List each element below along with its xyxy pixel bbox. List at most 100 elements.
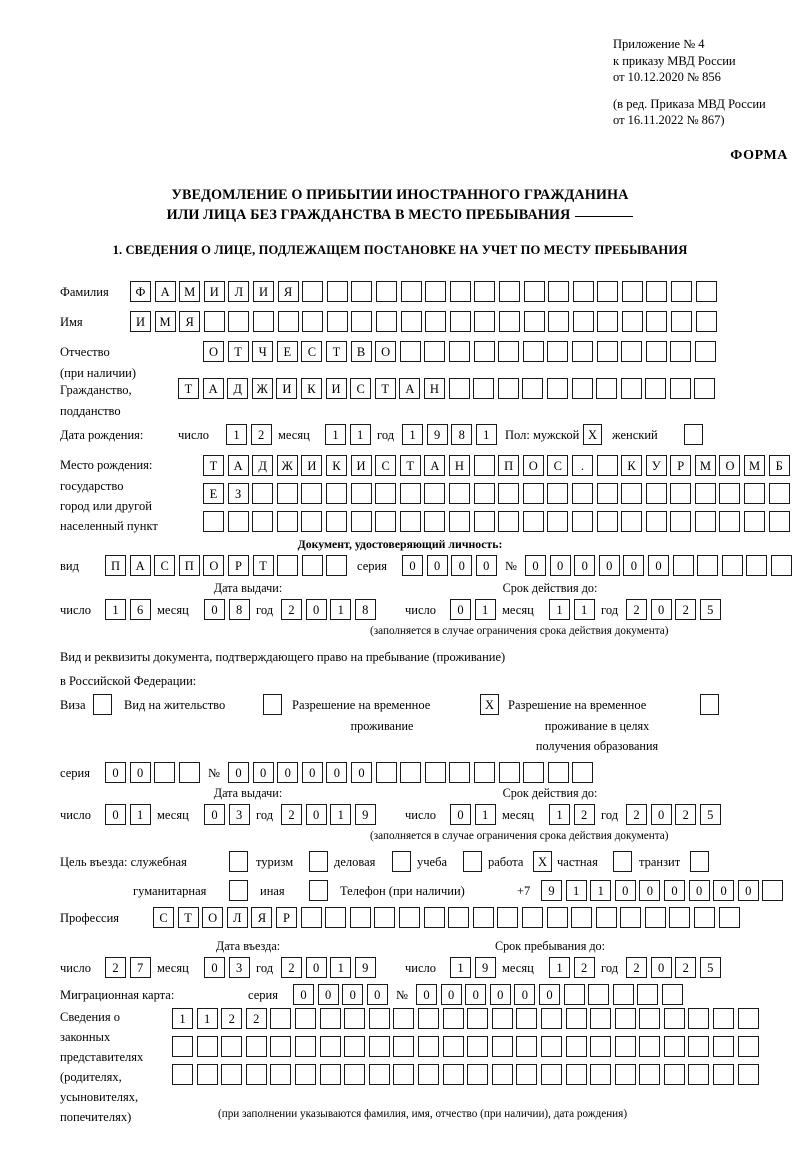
birth-place-1-cell[interactable]: М: [744, 455, 766, 476]
doc-kind-cell[interactable]: Р: [227, 555, 249, 576]
permit-series-cell[interactable]: 0: [105, 762, 126, 783]
legal-rep-3-cell[interactable]: [590, 1064, 612, 1085]
birth-place-3-cell[interactable]: [276, 511, 298, 532]
citizenship-cell[interactable]: [669, 378, 691, 399]
name-cell[interactable]: [548, 311, 570, 332]
citizenship-cell[interactable]: [571, 378, 593, 399]
surname-cell[interactable]: [326, 281, 348, 302]
birth-place-1-cell[interactable]: А: [424, 455, 446, 476]
profession-cell[interactable]: [497, 907, 519, 928]
migration-card-number-cell[interactable]: [637, 984, 659, 1005]
stay-month-cell[interactable]: 1: [549, 957, 570, 978]
legal-rep-1-cell[interactable]: [639, 1008, 661, 1029]
legal-rep-3-cell[interactable]: [737, 1064, 759, 1085]
migration-card-number-cell[interactable]: [612, 984, 634, 1005]
permit-number-cell[interactable]: [547, 762, 569, 783]
birth-place-3-cell[interactable]: [694, 511, 716, 532]
surname-cell[interactable]: [375, 281, 397, 302]
legal-rep-2-cell[interactable]: [467, 1036, 489, 1057]
citizenship-cell[interactable]: [620, 378, 642, 399]
permit-number-cell[interactable]: 0: [326, 762, 348, 783]
birth-place-3-cell[interactable]: [301, 511, 323, 532]
name-cell[interactable]: [400, 311, 422, 332]
birth-place-1-cell[interactable]: У: [645, 455, 667, 476]
patronymic-cell[interactable]: О: [203, 341, 224, 362]
birth-place-2-cell[interactable]: [522, 483, 544, 504]
patronymic-cell[interactable]: Ч: [252, 341, 274, 362]
entry-month-cell[interactable]: 3: [228, 957, 250, 978]
birth-place-1-cell[interactable]: .: [571, 455, 593, 476]
permit-number-cell[interactable]: [523, 762, 545, 783]
migration-card-number-cell[interactable]: 0: [465, 984, 487, 1005]
patronymic-cell[interactable]: [473, 341, 495, 362]
name-cell[interactable]: [228, 311, 250, 332]
birth-month-cell[interactable]: 1: [349, 424, 371, 445]
permit-valid-year-cell[interactable]: 5: [699, 804, 721, 825]
migration-card-number-cell[interactable]: 0: [489, 984, 511, 1005]
surname-cell[interactable]: Я: [277, 281, 299, 302]
doc-valid-day-cell[interactable]: 0: [450, 599, 471, 620]
birth-place-2-cell[interactable]: [744, 483, 766, 504]
patronymic-cell[interactable]: В: [350, 341, 372, 362]
name-cell[interactable]: И: [130, 311, 151, 332]
patronymic-cell[interactable]: [547, 341, 569, 362]
doc-series-cell[interactable]: 0: [451, 555, 473, 576]
legal-rep-3-cell[interactable]: [245, 1064, 267, 1085]
surname-cell[interactable]: Л: [228, 281, 250, 302]
birth-place-2-cell[interactable]: [375, 483, 397, 504]
legal-rep-3-cell[interactable]: [442, 1064, 464, 1085]
birth-place-2-cell[interactable]: [252, 483, 274, 504]
birth-place-1-cell[interactable]: О: [522, 455, 544, 476]
profession-cell[interactable]: Т: [177, 907, 199, 928]
doc-valid-month-cell[interactable]: 1: [573, 599, 595, 620]
profession-cell[interactable]: [398, 907, 420, 928]
legal-rep-2-cell[interactable]: [245, 1036, 267, 1057]
legal-rep-2-cell[interactable]: [737, 1036, 759, 1057]
permit-number-cell[interactable]: 0: [350, 762, 372, 783]
legal-rep-1-cell[interactable]: [491, 1008, 513, 1029]
migration-card-series-cell[interactable]: 0: [317, 984, 339, 1005]
legal-rep-1-cell[interactable]: [393, 1008, 415, 1029]
legal-rep-1-cell[interactable]: [368, 1008, 390, 1029]
legal-rep-1-cell[interactable]: [516, 1008, 538, 1029]
birth-place-2-cell[interactable]: [694, 483, 716, 504]
legal-rep-1-cell[interactable]: [614, 1008, 636, 1029]
surname-cell[interactable]: Ф: [130, 281, 151, 302]
doc-number-cell[interactable]: [746, 555, 768, 576]
migration-card-number-cell[interactable]: 0: [514, 984, 536, 1005]
birth-place-2-cell[interactable]: [547, 483, 569, 504]
name-cell[interactable]: [351, 311, 373, 332]
birth-place-1-cell[interactable]: [473, 455, 495, 476]
patronymic-cell[interactable]: [498, 341, 520, 362]
purpose-transit-checkbox[interactable]: [690, 851, 709, 872]
entry-day-cell[interactable]: 2: [105, 957, 126, 978]
entry-month-cell[interactable]: 0: [204, 957, 225, 978]
legal-rep-line-3-boxes[interactable]: [172, 1064, 759, 1085]
birth-place-1-cell[interactable]: Б: [768, 455, 790, 476]
name-cell[interactable]: [474, 311, 496, 332]
surname-cell[interactable]: [498, 281, 520, 302]
temp-residence-checkbox[interactable]: X: [480, 694, 499, 715]
name-cell[interactable]: [375, 311, 397, 332]
phone-cell[interactable]: 0: [663, 880, 685, 901]
citizenship-cell[interactable]: [473, 378, 495, 399]
legal-rep-2-cell[interactable]: [442, 1036, 464, 1057]
legal-rep-3-cell[interactable]: [516, 1064, 538, 1085]
doc-issue-year-cell[interactable]: 0: [305, 599, 327, 620]
citizenship-cell[interactable]: Т: [374, 378, 396, 399]
birth-place-3-cell[interactable]: [645, 511, 667, 532]
phone-cell[interactable]: 9: [541, 880, 562, 901]
legal-rep-3-cell[interactable]: [417, 1064, 439, 1085]
legal-rep-3-cell[interactable]: [368, 1064, 390, 1085]
doc-issue-day-cell[interactable]: 1: [105, 599, 126, 620]
doc-issue-month-cell[interactable]: 8: [228, 599, 250, 620]
birth-place-1-cell[interactable]: И: [350, 455, 372, 476]
phone-cell[interactable]: 0: [688, 880, 710, 901]
legal-rep-1-cell[interactable]: [663, 1008, 685, 1029]
legal-rep-2-cell[interactable]: [663, 1036, 685, 1057]
